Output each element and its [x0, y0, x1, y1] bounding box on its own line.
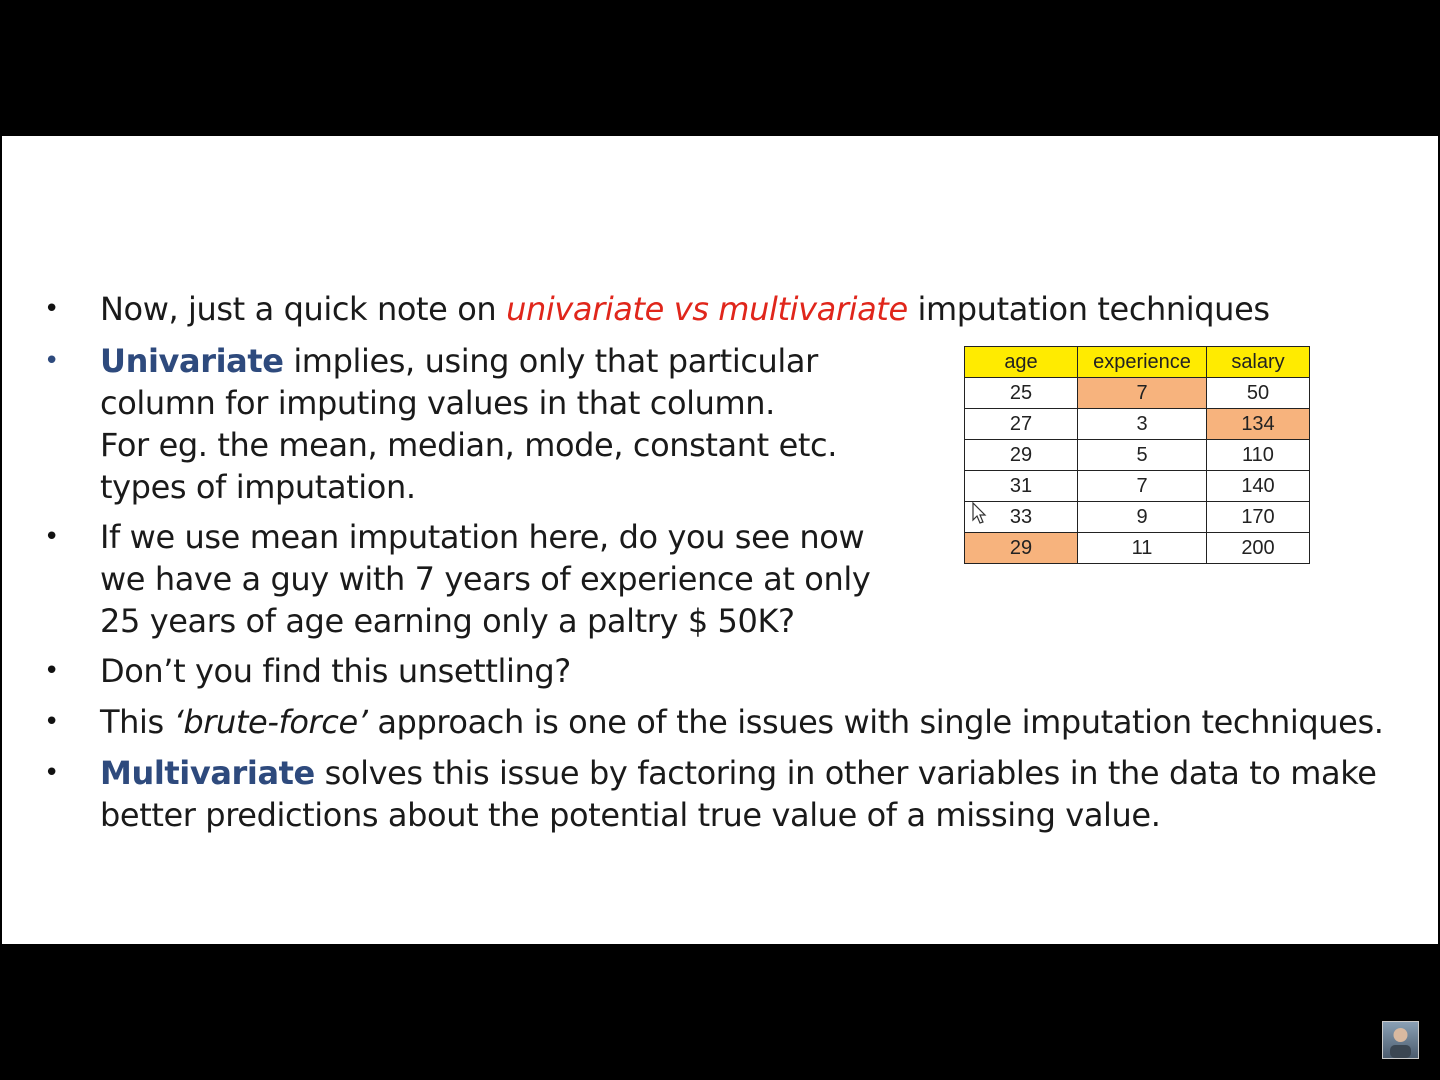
table-cell: 200 [1206, 532, 1310, 564]
bullet-text: approach is one of the issues with singl… [367, 703, 1384, 741]
table-cell: 29 [964, 439, 1078, 471]
bullet-dot-icon: • [44, 346, 59, 376]
table-cell: 11 [1077, 532, 1207, 564]
bullet-text: imputation techniques [907, 290, 1271, 328]
table-row: 25 7 50 [964, 377, 1310, 409]
table-cell: 110 [1206, 439, 1310, 471]
bullet-dot-icon: • [44, 294, 59, 324]
table-cell: 7 [1077, 470, 1207, 502]
bullet-dot-icon: • [44, 656, 59, 686]
table-cell: 5 [1077, 439, 1207, 471]
table-cell: 170 [1206, 501, 1310, 533]
table-cell: 50 [1206, 377, 1310, 409]
bullet-unsettling: • Don’t you find this unsettling? [44, 650, 571, 692]
bullet-text: implies, using only that particular [283, 342, 818, 380]
accent-text: ‘brute-force’ [173, 703, 368, 741]
bullet-text: types of imputation. [100, 468, 416, 506]
table-cell: 9 [1077, 501, 1207, 533]
table-cell: 25 [964, 377, 1078, 409]
bullet-text: If we use mean imputation here, do you s… [100, 518, 865, 556]
table-cell: 27 [964, 408, 1078, 440]
bullet-text: solves this issue by factoring in other … [314, 754, 1377, 792]
bullet-text: Don’t you find this unsettling? [100, 652, 571, 690]
presenter-thumbnail [1382, 1021, 1419, 1059]
bullet-text: For eg. the mean, median, mode, constant… [100, 426, 837, 464]
header-salary: salary [1206, 346, 1310, 378]
bullet-mean-imputation: • If we use mean imputation here, do you… [44, 516, 871, 642]
bullet-dot-icon: • [44, 522, 59, 552]
header-age: age [964, 346, 1078, 378]
table-cell: 140 [1206, 470, 1310, 502]
bullet-dot-icon: • [44, 758, 59, 788]
bullet-multivariate: • Multivariate solves this issue by fact… [44, 752, 1377, 836]
table-cell-highlighted: 29 [964, 532, 1078, 564]
table-row: 29 5 110 [964, 439, 1310, 471]
table-row: 31 7 140 [964, 470, 1310, 502]
bullet-text: better predictions about the potential t… [100, 796, 1161, 834]
header-experience: experience [1077, 346, 1207, 378]
bullet-text: 25 years of age earning only a paltry $ … [100, 602, 795, 640]
table-cell-highlighted: 134 [1206, 408, 1310, 440]
table-row: 27 3 134 [964, 408, 1310, 440]
bullet-brute-force: • This ‘brute-force’ approach is one of … [44, 701, 1384, 743]
bullet-text: This [100, 703, 174, 741]
arrow-cursor-icon [972, 502, 987, 524]
bullet-univariate: • Univariate implies, using only that pa… [44, 340, 837, 508]
person-icon [1390, 1028, 1411, 1058]
bullet-intro: • Now, just a quick note on univariate v… [44, 288, 1271, 330]
bullet-text: column for imputing values in that colum… [100, 384, 775, 422]
term-multivariate: Multivariate [100, 754, 315, 792]
table-row: 29 11 200 [964, 532, 1310, 564]
table-cell: 31 [964, 470, 1078, 502]
bullet-text: Now, just a quick note on [100, 290, 507, 328]
table-cell: 3 [1077, 408, 1207, 440]
slide: • Now, just a quick note on univariate v… [2, 136, 1438, 944]
bullet-dot-icon: • [44, 707, 59, 737]
table-header-row: age experience salary [964, 346, 1310, 378]
accent-text: univariate vs multivariate [506, 290, 908, 328]
data-table: age experience salary 25 7 50 27 3 134 2… [964, 346, 1310, 564]
table-cell-highlighted: 7 [1077, 377, 1207, 409]
bullet-text: we have a guy with 7 years of experience… [100, 560, 871, 598]
term-univariate: Univariate [100, 342, 284, 380]
table-row: 33 9 170 [964, 501, 1310, 533]
